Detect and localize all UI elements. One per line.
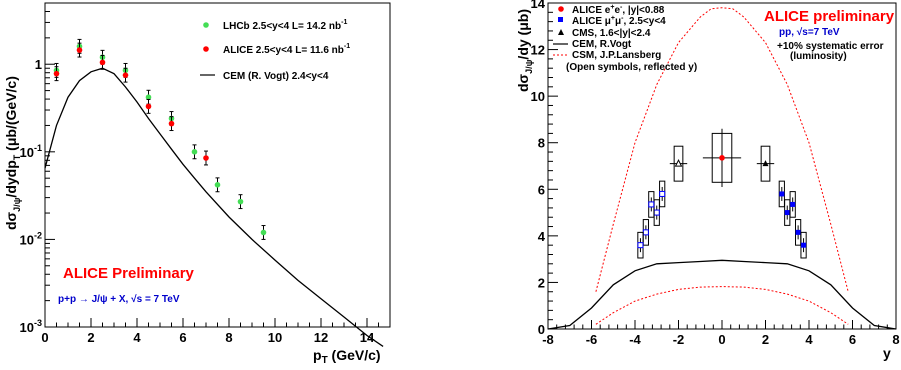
cem-curve-right	[547, 259, 897, 330]
left-y-tick-label: 1	[35, 57, 42, 72]
alice-mumu-point	[779, 191, 785, 197]
legend-cem: CEM (R. Vogt) 2.4<y<4	[223, 71, 329, 82]
csm-curve-upper	[595, 7, 849, 292]
lhcb-point	[237, 198, 244, 205]
right-y-axis-title: dσJ/ψ/dy (μb)	[515, 9, 534, 92]
right-y-tick-label: 8	[538, 136, 545, 151]
lhcb-point	[191, 149, 198, 155]
left-x-tick-label: 0	[41, 330, 48, 345]
lhcb-point	[260, 229, 267, 236]
left-x-tick-label: 14	[360, 330, 375, 345]
right-x-tick-label: -2	[673, 332, 685, 347]
right-y-tick-label: 0	[538, 322, 545, 337]
cms-point	[762, 160, 769, 167]
alice-point	[168, 120, 175, 127]
alice-mumu-reflected-point	[648, 201, 655, 208]
right-x-tick-label: 6	[849, 332, 856, 347]
legend-csm: CSM, J.P.Lansberg	[572, 50, 661, 61]
right-y-tick-label: 2	[538, 275, 545, 290]
right-y-tick-label: 12	[531, 43, 545, 58]
pp-label-left: p+p → J/ψ + X, √s = 7 TeV	[58, 294, 180, 305]
right-x-tick-label: -6	[586, 332, 598, 347]
lhcb-point	[214, 182, 221, 188]
right-tick-labels: -8 -6 -4 -2 0 2 4 6 8 0 2 4 6 8 10 12 14	[531, 0, 900, 347]
pp-label-right: pp, √s=7 TeV	[779, 27, 840, 38]
legend-marker-alice-mumu	[558, 17, 563, 22]
legend-marker-cms	[558, 29, 564, 35]
left-x-tick-label: 10	[268, 330, 282, 345]
left-ticks	[44, 2, 391, 328]
left-x-tick-label: 2	[87, 330, 94, 345]
alice-mumu-reflected-point	[642, 229, 649, 236]
legend-marker-lhcb	[203, 22, 209, 28]
left-y-tick-label: 10-2	[20, 230, 42, 247]
alice-preliminary-left: ALICE Preliminary	[63, 265, 195, 282]
left-chart: 0 2 4 6 8 10 12 14 10-3 10-2 10-1 1 LHCb 2.5<y<4 L=…	[3, 2, 391, 366]
legend-cem-right: CEM, R.Vogt	[572, 39, 632, 50]
left-x-tick-label: 8	[225, 330, 232, 345]
left-y-axis-title: dσJ/ψ/dydpT (μb/(GeV/c)	[3, 76, 22, 230]
cem-curve-left	[44, 67, 384, 347]
left-y-tick-label: 10-1	[20, 143, 42, 160]
alice-ee-point	[719, 155, 725, 161]
right-x-tick-label: 0	[718, 332, 725, 347]
lhcb-point	[145, 94, 152, 101]
left-x-tick-label: 4	[133, 330, 141, 345]
right-x-tick-label: -8	[542, 332, 554, 347]
right-x-tick-label: 2	[762, 332, 769, 347]
alice-mumu-point	[784, 210, 790, 216]
alice-mumu-reflected-point	[659, 190, 666, 197]
right-x-tick-label: 4	[805, 332, 813, 347]
alice-point	[122, 72, 129, 78]
left-x-tick-label: 12	[314, 330, 328, 345]
cms-reflected-point	[674, 159, 683, 167]
right-legend: ALICE e+e-, |y|<0.88 ALICE μ+μ-, 2.5<y<4…	[553, 4, 697, 73]
syst-error-label: +10% systematic error	[777, 41, 884, 52]
legend-cms: CMS, 1.6<|y|<2.4	[572, 28, 651, 39]
csm-curve-lower	[595, 286, 849, 325]
legend-marker-alice-ee	[558, 6, 564, 12]
right-y-tick-label: 14	[531, 0, 546, 11]
alice-mumu-reflected-point	[653, 209, 660, 216]
alice-preliminary-right: ALICE preliminary	[764, 8, 895, 25]
alice-mumu-reflected-point	[637, 242, 644, 249]
alice-point	[99, 59, 106, 66]
left-x-axis-title: pT (GeV/c)	[313, 347, 381, 366]
left-cem-curve	[44, 67, 384, 347]
legend-marker-alice	[203, 46, 209, 52]
left-x-tick-label: 6	[179, 330, 186, 345]
alice-point	[145, 103, 152, 110]
right-x-tick-label: 8	[892, 332, 899, 347]
right-data-points	[637, 128, 807, 259]
left-y-tick-label: 10-3	[20, 318, 42, 335]
luminosity-label: (luminosity)	[790, 51, 847, 62]
alice-point	[203, 155, 209, 161]
left-data-points	[53, 38, 267, 240]
right-x-tick-label: -4	[629, 332, 641, 347]
left-legend: LHCb 2.5<y<4 L= 14.2 nb-1 ALICE 2.5<y<4 …	[200, 19, 350, 82]
alice-point	[53, 70, 60, 77]
legend-open-symbols: (Open symbols, reflected y)	[566, 62, 697, 73]
left-tick-labels: 0 2 4 6 8 10 12 14 10-3 10-2 10-1 1	[20, 57, 375, 345]
legend-alice-mumu: ALICE μ+μ-, 2.5<y<4	[572, 15, 666, 27]
alice-point	[76, 47, 83, 53]
sys-box-mumu	[789, 191, 796, 218]
right-y-tick-label: 4	[538, 229, 546, 244]
sys-box-mumu	[778, 180, 785, 208]
alice-mumu-point	[790, 201, 796, 207]
sys-box-mumu	[800, 231, 807, 259]
legend-alice: ALICE 2.5<y<4 L= 11.6 nb-1	[223, 43, 350, 56]
legend-alice-ee: ALICE e+e-, |y|<0.88	[572, 4, 665, 16]
right-y-tick-label: 10	[531, 89, 545, 104]
alice-mumu-point	[801, 242, 807, 248]
right-y-tick-label: 6	[538, 182, 545, 197]
alice-mumu-point	[795, 229, 801, 235]
right-chart: -8 -6 -4 -2 0 2 4 6 8 0 2 4 6 8 10 12 14 ALICE e+e-, |y|…	[515, 0, 900, 361]
right-x-axis-title: y	[883, 345, 891, 361]
right-model-curves	[547, 7, 897, 330]
legend-lhcb: LHCb 2.5<y<4 L= 14.2 nb-1	[223, 19, 347, 32]
